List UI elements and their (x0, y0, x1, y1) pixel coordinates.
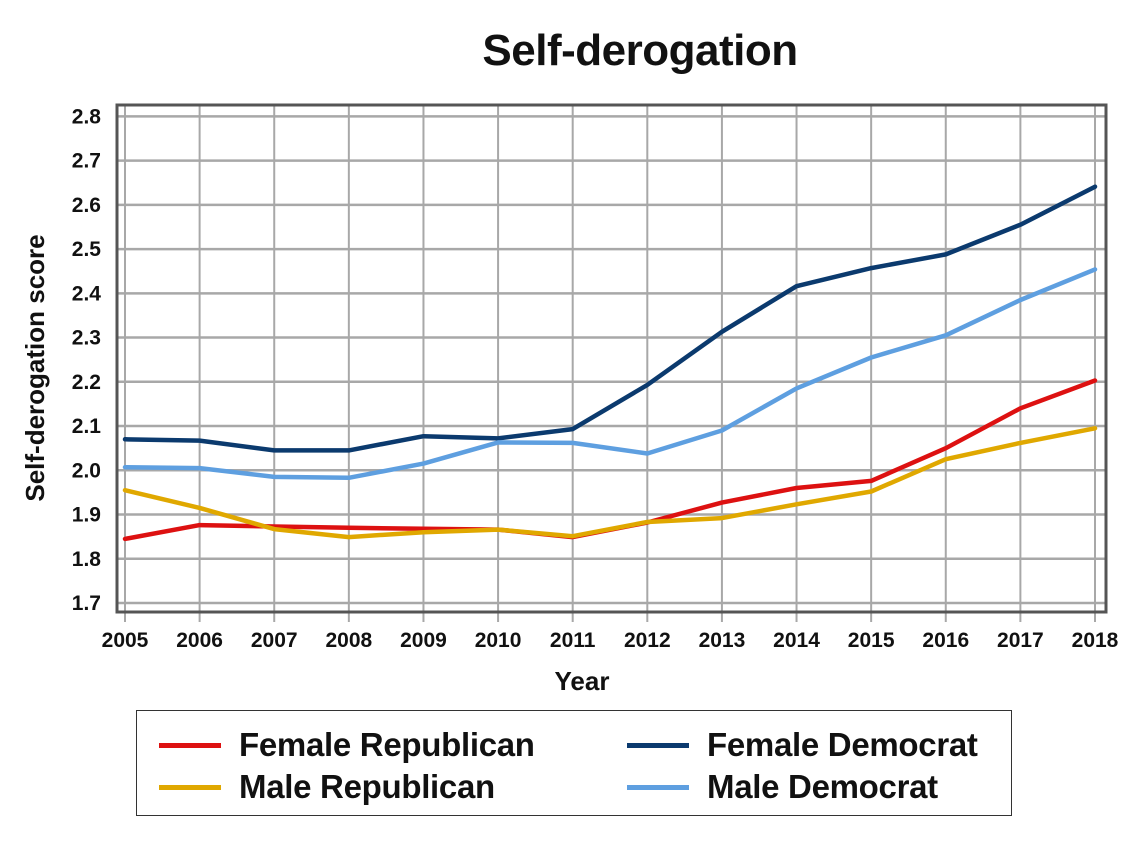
y-tick-label: 2.3 (72, 327, 101, 350)
grid-lines (117, 105, 1106, 622)
legend-item-male-republican: Male Republican (159, 767, 495, 807)
line-chart: 1.7 1.8 1.9 2.0 2.1 2.2 2.3 2.4 2.5 2.6 2.7 2.8 200… (20, 103, 1119, 696)
chart-title: Self-derogation (482, 26, 798, 75)
legend-item-female-democrat: Female Democrat (627, 725, 978, 765)
legend-item-female-republican: Female Republican (159, 725, 535, 765)
legend-swatch-male-republican (159, 784, 221, 790)
y-tick-label: 2.0 (72, 459, 101, 482)
x-tick-label: 2010 (475, 629, 522, 652)
y-axis-label: Self-derogation score (20, 234, 50, 501)
y-tick-label: 2.2 (72, 371, 101, 394)
x-tick-label: 2008 (325, 629, 372, 652)
x-tick-label: 2016 (922, 629, 969, 652)
legend-swatch-female-republican (159, 742, 221, 748)
y-tick-label: 1.7 (72, 592, 101, 615)
x-tick-label: 2018 (1072, 629, 1119, 652)
y-tick-label: 2.4 (72, 282, 102, 305)
x-axis-label: Year (555, 666, 610, 696)
series-lines (122, 184, 1098, 542)
y-tick-labels: 1.7 1.8 1.9 2.0 2.1 2.2 2.3 2.4 2.5 2.6 2.7 2.8 (72, 105, 102, 615)
x-tick-label: 2017 (997, 629, 1044, 652)
y-tick-label: 1.9 (72, 504, 101, 527)
legend-swatch-male-democrat (627, 784, 689, 790)
plot-frame (115, 103, 1108, 614)
y-tick-label: 2.1 (72, 415, 102, 438)
legend-label-male-democrat: Male Democrat (707, 768, 938, 805)
x-tick-label: 2011 (550, 629, 596, 652)
x-tick-label: 2009 (400, 629, 447, 652)
x-tick-label: 2006 (176, 629, 223, 652)
legend-label-female-republican: Female Republican (239, 726, 535, 763)
legend-item-male-democrat: Male Democrat (627, 767, 938, 807)
series-line-male-democrat (122, 267, 1098, 481)
legend-swatch-female-democrat (627, 742, 689, 748)
y-tick-label: 2.6 (72, 194, 101, 217)
x-tick-label: 2013 (699, 629, 746, 652)
x-tick-label: 2015 (848, 629, 895, 652)
y-tick-label: 2.7 (72, 150, 101, 173)
x-tick-label: 2005 (102, 629, 149, 652)
legend-label-male-republican: Male Republican (239, 768, 495, 805)
x-tick-labels: 2005 2006 2007 2008 2009 2010 2011 2012 2013 2014… (102, 629, 1119, 652)
legend-label-female-democrat: Female Democrat (707, 726, 978, 763)
legend: Female Republican Female Democrat Male R… (136, 710, 1012, 816)
y-tick-label: 2.5 (72, 238, 102, 261)
x-tick-label: 2007 (251, 629, 298, 652)
y-tick-label: 1.8 (72, 548, 102, 571)
x-tick-label: 2014 (773, 629, 820, 652)
series-line-female-democrat (122, 184, 1098, 453)
x-tick-label: 2012 (624, 629, 671, 652)
series-line-male-republican (122, 426, 1098, 540)
y-tick-label: 2.8 (72, 105, 102, 128)
